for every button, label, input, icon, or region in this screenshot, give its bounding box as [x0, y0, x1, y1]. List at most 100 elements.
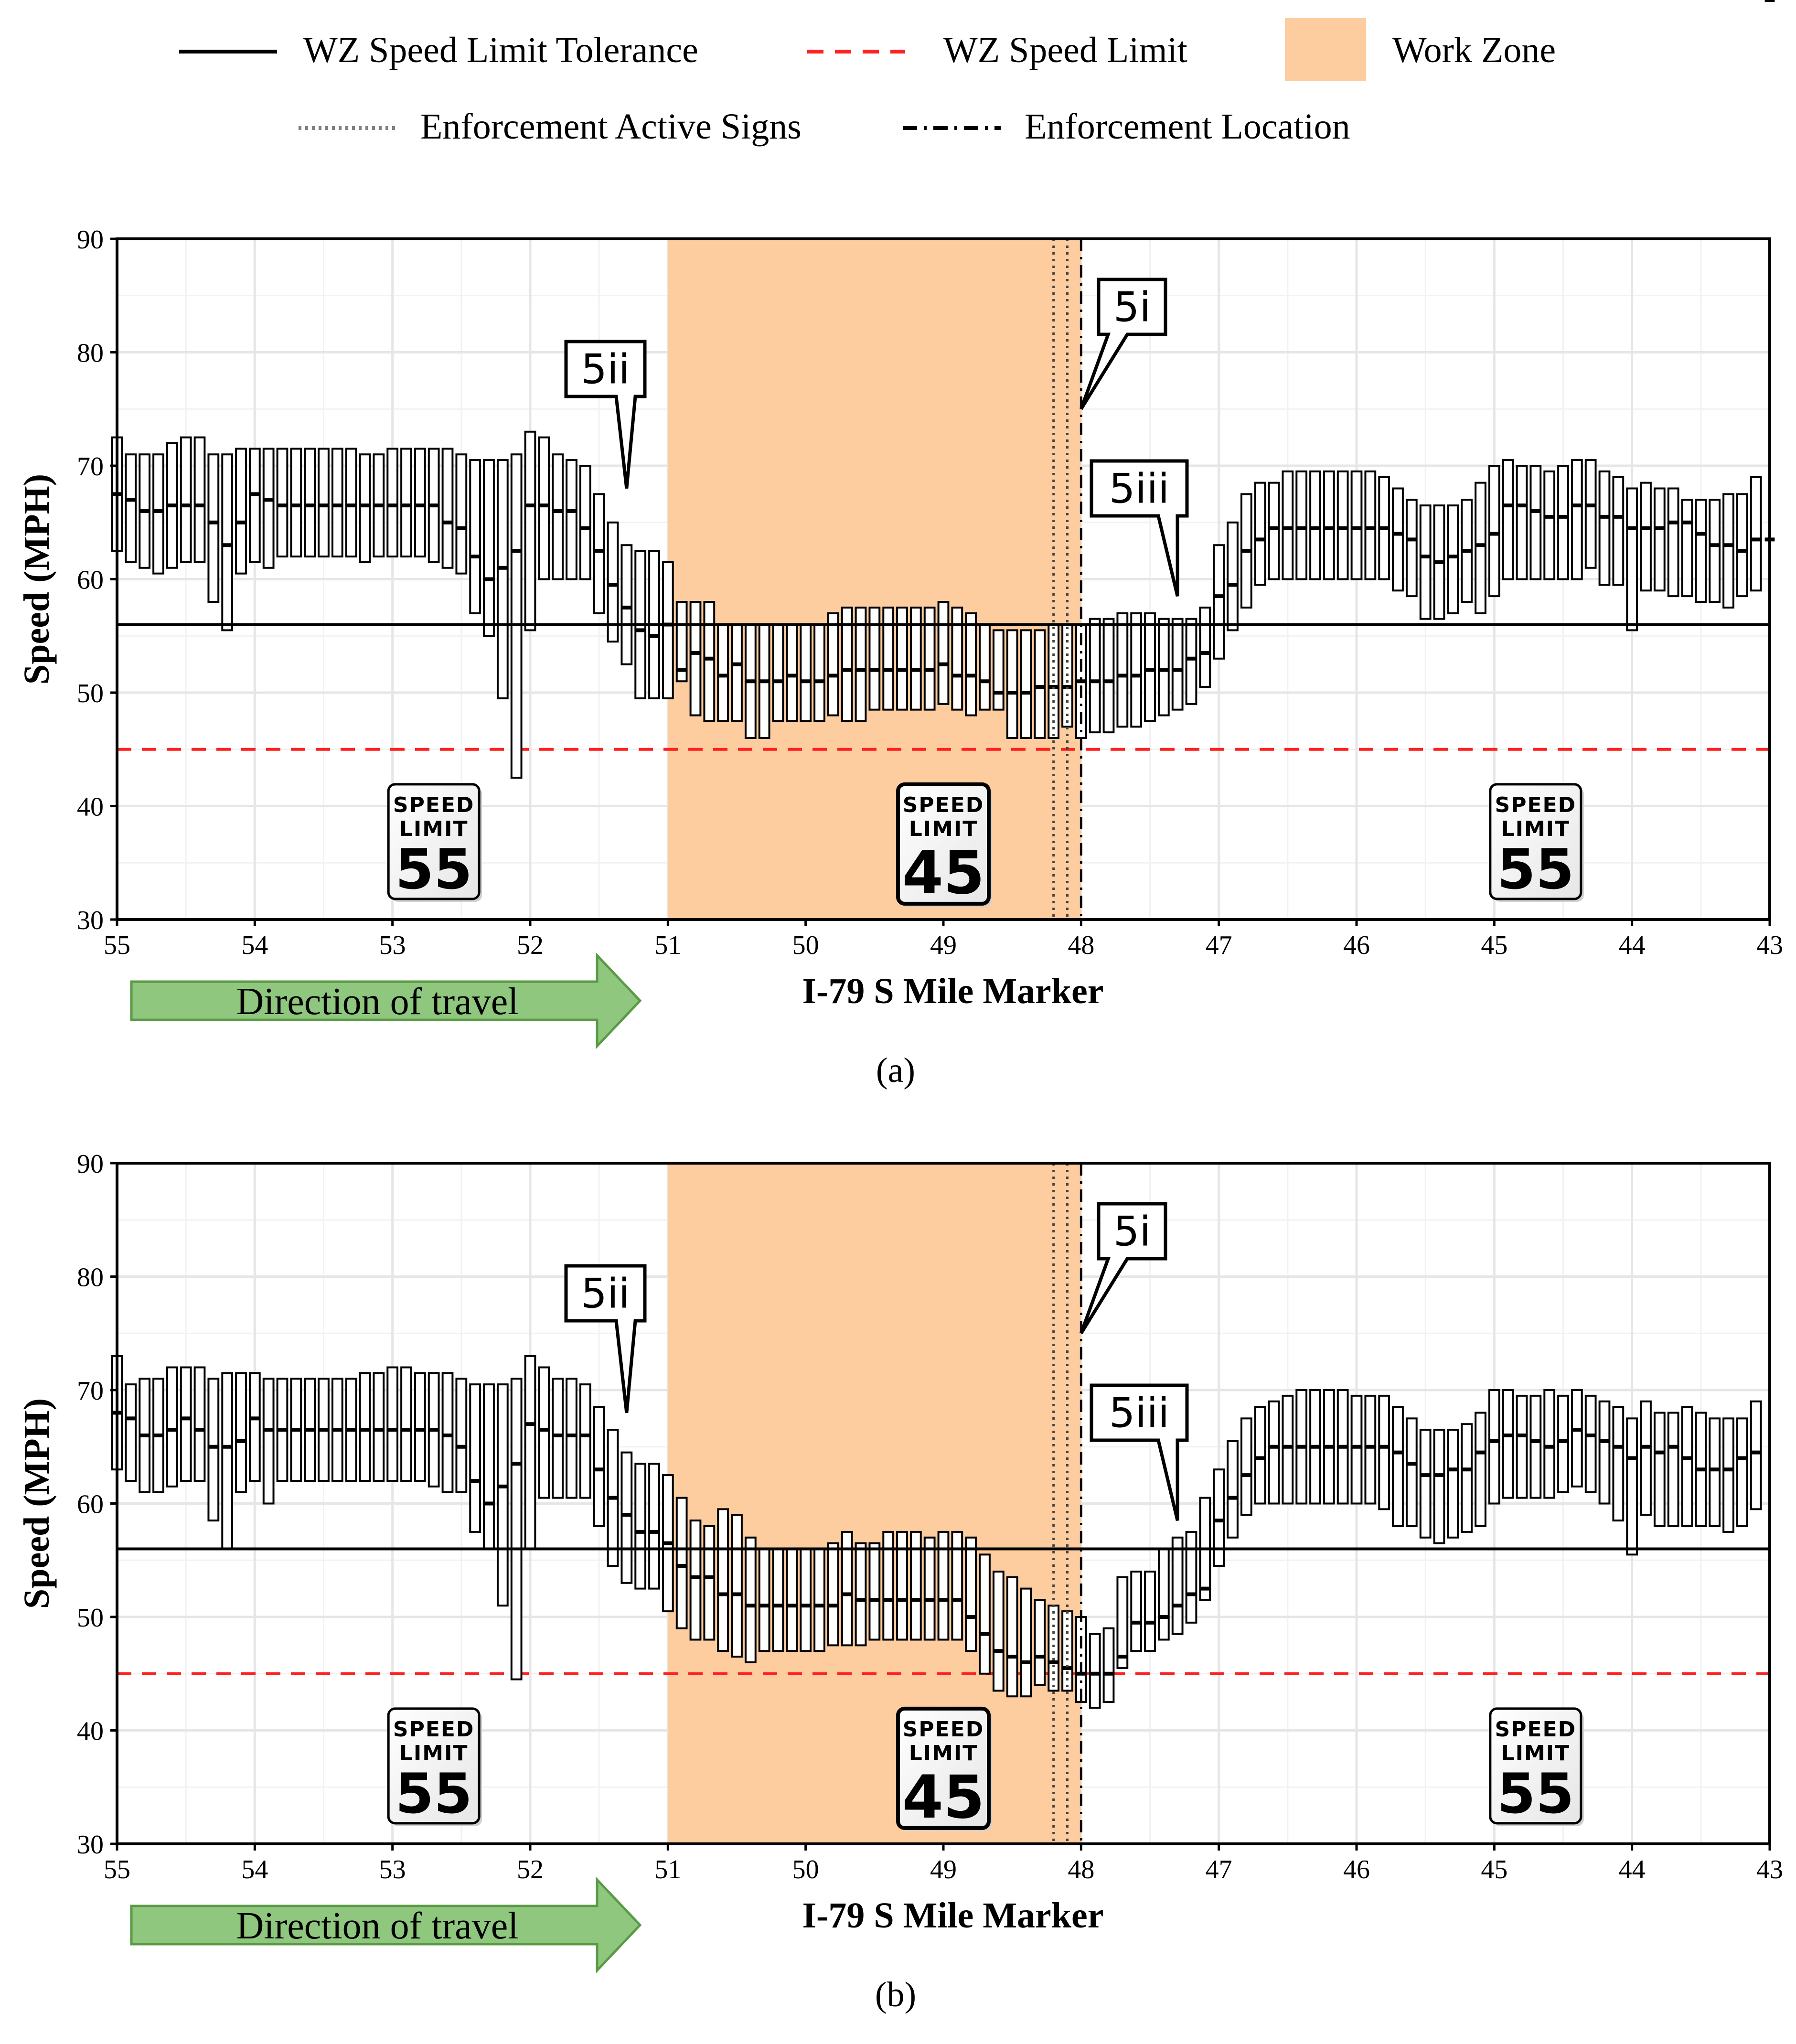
box-body: [248, 1372, 261, 1482]
box-mark: [1034, 1599, 1046, 1686]
box-body: [882, 606, 895, 711]
callout-label: 5iii: [1109, 1390, 1169, 1437]
box-mark: [139, 453, 151, 569]
box-body: [1543, 1389, 1556, 1499]
box-body: [1681, 1406, 1693, 1527]
box-body: [1405, 1417, 1418, 1527]
box-body: [1736, 493, 1748, 598]
box-mark: [414, 1372, 426, 1482]
box-mark: [248, 448, 261, 563]
box-mark: [717, 623, 729, 722]
box-body: [992, 629, 1005, 711]
callout-5i: 5i: [1080, 1202, 1167, 1335]
box-mark: [1102, 618, 1115, 734]
x-tick-label: 53: [379, 1855, 406, 1884]
box-body: [373, 1372, 385, 1482]
box-body: [1405, 499, 1418, 598]
box-body: [1584, 1394, 1597, 1493]
box-mark: [1364, 470, 1377, 580]
y-tick-label: 90: [77, 1149, 104, 1179]
box-mark: [304, 1378, 316, 1482]
box-mark: [909, 1530, 922, 1641]
box-body: [1709, 499, 1721, 603]
box-mark: [675, 601, 688, 683]
box-mark: [772, 1548, 784, 1652]
box-mark: [1750, 1400, 1762, 1510]
box-mark: [813, 1548, 825, 1652]
box-body: [1295, 470, 1308, 580]
box-body: [579, 465, 591, 580]
box-body: [1667, 487, 1679, 598]
box-body: [1543, 470, 1556, 580]
box-mark: [207, 1378, 220, 1522]
box-body: [152, 453, 164, 575]
box-mark: [800, 1548, 812, 1652]
sign-plate: [1489, 783, 1582, 900]
sign-text-mid: LIMIT: [909, 817, 978, 841]
sign-value: 55: [395, 1762, 472, 1826]
x-tick-label: 55: [104, 1855, 130, 1884]
direction-arrow: Direction of travel: [130, 952, 642, 1049]
box-mark: [1006, 629, 1018, 739]
box-mark: [345, 448, 357, 557]
legend-label: WZ Speed Limit: [943, 30, 1187, 70]
callout-bubble: [564, 1264, 647, 1413]
box-body: [813, 623, 825, 722]
box-body: [1722, 1417, 1734, 1533]
box-body: [813, 1548, 825, 1652]
legend-label: Work Zone: [1392, 30, 1556, 70]
box-body: [1640, 482, 1652, 592]
sign-value: 55: [395, 837, 472, 902]
box-body: [193, 436, 206, 563]
sign-text-top: SPEED: [1495, 793, 1577, 817]
box-mark: [1102, 1627, 1115, 1703]
box-mark: [965, 612, 977, 717]
box-mark: [1199, 606, 1211, 688]
box-body: [276, 448, 289, 557]
box-mark: [1626, 487, 1638, 631]
y-tick-label: 50: [77, 679, 104, 708]
legend-item-limit: WZ Speed Limit: [807, 30, 1187, 70]
box-body: [1254, 1406, 1266, 1505]
box-body: [1709, 1417, 1721, 1527]
box-body: [675, 1497, 688, 1629]
x-tick-label: 48: [1068, 1855, 1094, 1884]
box-mark: [607, 521, 619, 643]
box-mark: [221, 453, 234, 631]
box-mark: [1612, 1406, 1625, 1522]
box-body: [744, 1536, 757, 1663]
box-mark: [152, 453, 164, 575]
callout-bubble: [1080, 1202, 1167, 1335]
box-mark: [1584, 459, 1597, 569]
box-mark: [703, 601, 716, 722]
box-body: [483, 459, 495, 637]
box-mark: [744, 1536, 757, 1663]
box-mark: [1653, 487, 1666, 592]
box-mark: [579, 1383, 591, 1499]
box-mark: [717, 1508, 729, 1652]
box-body: [538, 1366, 550, 1499]
box-mark: [923, 606, 936, 711]
callout-label: 5ii: [581, 1270, 630, 1318]
box-mark: [139, 1378, 151, 1493]
box-mark: [510, 1378, 523, 1680]
box-mark: [965, 1536, 977, 1652]
box-mark: [1475, 1412, 1486, 1527]
box-mark: [483, 1383, 495, 1550]
box-mark: [868, 606, 881, 711]
box-body: [1364, 1394, 1377, 1505]
box-body: [496, 459, 509, 699]
box-body: [1598, 1400, 1611, 1505]
box-body: [965, 1536, 977, 1652]
box-series: [111, 430, 1775, 779]
x-tick-label: 53: [379, 931, 406, 960]
box-mark: [758, 623, 770, 739]
direction-arrow: Direction of travel: [130, 1876, 642, 1974]
sign-value: 45: [902, 839, 985, 908]
box-mark: [496, 459, 509, 699]
x-tick-label: 51: [654, 1855, 681, 1884]
x-tick-label: 55: [104, 931, 130, 960]
box-body: [1034, 1599, 1046, 1686]
box-mark: [345, 1378, 357, 1482]
